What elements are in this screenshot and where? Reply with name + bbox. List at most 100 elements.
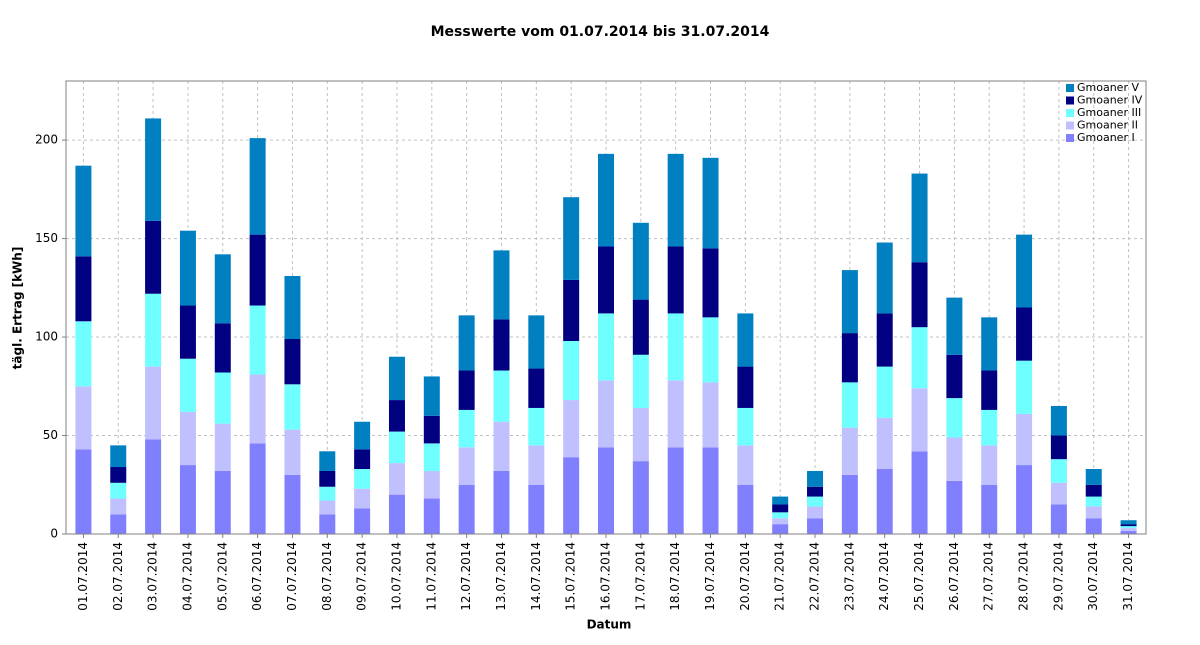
bar-segment	[249, 443, 266, 534]
bar-segment	[667, 380, 684, 448]
bar-segment	[876, 469, 893, 534]
x-tick-label: 16.07.2014	[599, 542, 613, 611]
x-tick-label: 03.07.2014	[146, 542, 160, 611]
x-tick-label: 24.07.2014	[877, 542, 891, 611]
bar-segment	[946, 398, 963, 438]
x-tick-label: 17.07.2014	[633, 542, 647, 611]
bar-segment	[284, 429, 301, 475]
bar-segment	[563, 400, 580, 458]
bar-segment	[75, 321, 92, 387]
bar-segment	[911, 327, 928, 389]
legend-label: Gmoaner I	[1077, 131, 1135, 144]
bar-segment	[981, 409, 998, 446]
bar-segment	[354, 508, 371, 534]
bar-segment	[354, 469, 371, 489]
bar-segment	[214, 254, 231, 324]
bar-segment	[807, 518, 824, 534]
x-tick-label: 07.07.2014	[285, 542, 299, 611]
x-tick-label: 06.07.2014	[250, 542, 264, 611]
bar-segment	[1050, 405, 1067, 436]
bar-segment	[319, 500, 336, 515]
bar-segment	[75, 165, 92, 257]
bar-segment	[876, 417, 893, 470]
x-tick-label: 11.07.2014	[424, 542, 438, 611]
bar-segment	[598, 153, 614, 247]
bar-segment	[1050, 459, 1067, 483]
bar-segment	[807, 506, 824, 519]
bar-segment	[423, 415, 440, 444]
y-tick-label: 100	[35, 330, 58, 344]
bar-segment	[667, 153, 684, 247]
bar-segment	[632, 299, 649, 355]
x-tick-label: 21.07.2014	[773, 542, 787, 611]
bar-segment	[528, 407, 545, 446]
y-tick-label: 50	[43, 428, 58, 442]
bar-segment	[1085, 496, 1102, 507]
bar-segment	[1085, 469, 1102, 485]
bar-segment	[110, 445, 127, 468]
legend-label: Gmoaner III	[1077, 106, 1141, 119]
bar-segment	[214, 372, 231, 424]
legend-swatch	[1066, 96, 1074, 105]
legend-swatch	[1066, 109, 1074, 117]
bar-segment	[1050, 435, 1067, 460]
bar-segment	[702, 382, 719, 448]
bar-segment	[75, 256, 92, 322]
bar-segment	[632, 407, 649, 462]
bar-segment	[388, 356, 405, 401]
bar-segment	[493, 421, 510, 471]
chart-title: Messwerte vom 01.07.2014 bis 31.07.2014	[431, 24, 770, 40]
x-tick-label: 05.07.2014	[215, 542, 229, 611]
bar-segment	[493, 470, 510, 534]
bar-segment	[1050, 504, 1067, 534]
bar-segment	[354, 488, 371, 509]
bar-segment	[1120, 526, 1137, 529]
bar-segment	[179, 411, 196, 466]
bar-segment	[841, 270, 858, 334]
bar-segment	[423, 470, 440, 499]
bar-segment	[1016, 465, 1033, 534]
bar-segment	[1016, 360, 1033, 414]
bar-segment	[284, 384, 301, 430]
bar-segment	[110, 514, 127, 534]
bar-segment	[423, 376, 440, 416]
bar-segment	[981, 317, 998, 371]
bar-segment	[214, 323, 231, 373]
bar-segment	[1016, 234, 1033, 308]
x-tick-label: 18.07.2014	[668, 542, 682, 611]
bar-segment	[458, 484, 475, 534]
bar-segment	[737, 484, 754, 534]
bar-segment	[841, 333, 858, 383]
bar-segment	[388, 431, 405, 464]
bar-segment	[528, 484, 545, 534]
bar-segment	[598, 246, 614, 314]
bar-segment	[632, 461, 649, 534]
bar-segment	[981, 484, 998, 534]
bar-segment	[214, 423, 231, 471]
x-tick-label: 08.07.2014	[320, 542, 334, 611]
x-tick-label: 12.07.2014	[459, 542, 473, 611]
x-tick-label: 30.07.2014	[1086, 542, 1100, 611]
legend-label: Gmoaner V	[1077, 81, 1139, 94]
bar-segment	[458, 370, 475, 410]
bar-segment	[911, 451, 928, 534]
bar-segment	[528, 368, 545, 408]
bar-segment	[702, 157, 719, 249]
bar-segment	[75, 449, 92, 534]
bar-segment	[563, 279, 580, 341]
bar-segment	[145, 118, 162, 221]
bar-segment	[319, 470, 336, 487]
foreground: 0 50 100 150 200 01.07.2014 02.07.2014 03.07.20…	[35, 81, 1143, 611]
bar-segment	[1016, 413, 1033, 466]
bar-segment	[528, 445, 545, 485]
bar-segment	[737, 313, 754, 367]
bar-segment	[772, 496, 789, 505]
bar-segment	[702, 447, 719, 534]
x-tick-label: 23.07.2014	[842, 542, 856, 611]
x-tick-label: 19.07.2014	[703, 542, 717, 611]
bar-segment	[145, 220, 162, 294]
bar-segment	[1120, 528, 1137, 532]
bar-segment	[876, 313, 893, 367]
bar-segment	[1050, 482, 1067, 505]
bar-segment	[214, 470, 231, 534]
